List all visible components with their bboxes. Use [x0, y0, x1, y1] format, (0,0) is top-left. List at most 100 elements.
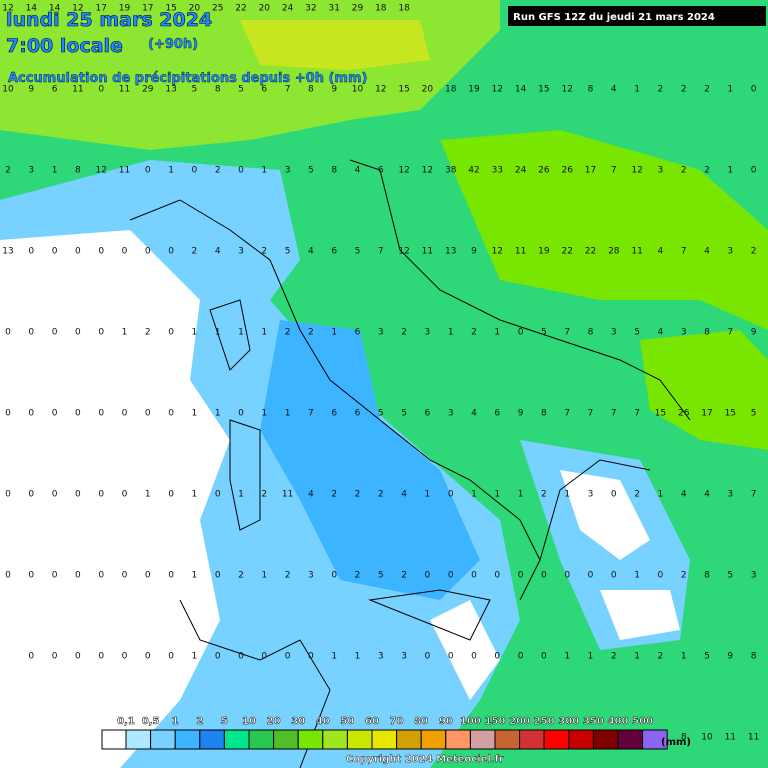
grid-value: 29 [352, 4, 364, 14]
grid-value: 10 [352, 85, 364, 95]
grid-value: 11 [119, 85, 130, 95]
grid-value: 0 [168, 409, 174, 419]
grid-value: 18 [375, 4, 387, 14]
legend-label: 0,5 [142, 716, 160, 727]
grid-value: 4 [215, 247, 221, 257]
grid-value: 12 [95, 166, 106, 176]
grid-value: 14 [49, 4, 61, 14]
grid-value: 0 [98, 247, 104, 257]
grid-value: 5 [378, 571, 384, 581]
legend-label: 70 [390, 716, 404, 727]
legend-swatch [273, 729, 299, 750]
legend-swatch [568, 729, 594, 750]
precip-zone [240, 20, 430, 70]
grid-value: 2 [658, 85, 664, 95]
legend-label: 400 [608, 716, 629, 727]
grid-value: 0 [215, 571, 221, 581]
grid-value: 2 [704, 85, 710, 95]
grid-value: 8 [588, 85, 594, 95]
grid-value: 25 [212, 4, 223, 14]
grid-value: 0 [541, 652, 547, 662]
legend-label: 10 [242, 716, 256, 727]
grid-value: 0 [28, 490, 34, 500]
grid-value: 1 [192, 490, 198, 500]
grid-value: 22 [585, 247, 596, 257]
grid-value: 3 [727, 247, 733, 257]
grid-value: 1 [238, 328, 244, 338]
grid-value: 2 [355, 571, 361, 581]
grid-value: 9 [331, 85, 337, 95]
grid-value: 2 [751, 247, 757, 257]
grid-value: 0 [658, 571, 664, 581]
legend-swatch [420, 729, 447, 750]
grid-value: 0 [5, 328, 11, 338]
grid-value: 11 [748, 733, 759, 743]
grid-value: 12 [492, 247, 503, 257]
grid-value: 1 [52, 166, 58, 176]
grid-value: 8 [331, 166, 337, 176]
grid-value: 0 [192, 166, 198, 176]
grid-value: 6 [355, 328, 361, 338]
grid-value: 13 [445, 247, 456, 257]
grid-value: 0 [448, 490, 454, 500]
grid-value: 4 [308, 490, 314, 500]
grid-value: 17 [701, 409, 712, 419]
grid-value: 0 [98, 571, 104, 581]
grid-value: 20 [259, 4, 271, 14]
grid-value: 1 [261, 409, 267, 419]
grid-value: 28 [608, 247, 620, 257]
grid-value: 12 [2, 4, 13, 14]
time: 7:00 locale [6, 35, 123, 57]
grid-value: 11 [119, 166, 130, 176]
legend: 0,1 0,5 1 2 5 10 20 30 40 50 60 70 80 90 100 150 200 250 3… [101, 716, 668, 750]
grid-value: 0 [122, 652, 128, 662]
legend-swatch [617, 729, 644, 750]
legend-label: 2 [196, 716, 203, 727]
precip-zone [440, 130, 768, 330]
grid-value: 5 [704, 652, 710, 662]
grid-value: 24 [515, 166, 527, 176]
grid-value: 0 [28, 409, 34, 419]
grid-value: 1 [727, 166, 733, 176]
grid-value: 8 [704, 571, 710, 581]
grid-value: 5 [238, 85, 244, 95]
grid-value: 1 [238, 490, 244, 500]
grid-value: 6 [52, 85, 58, 95]
grid-value: 19 [538, 247, 550, 257]
legend-label: 200 [509, 716, 530, 727]
grid-value: 0 [98, 328, 104, 338]
subtitle: Accumulation de précipitations depuis +0… [8, 71, 367, 86]
grid-value: 7 [611, 409, 617, 419]
run-info: Run GFS 12Z du jeudi 21 mars 2024 [513, 12, 715, 23]
grid-value: 0 [261, 652, 267, 662]
grid-value: 4 [401, 490, 407, 500]
legend-swatch [223, 729, 250, 750]
grid-value: 1 [727, 85, 733, 95]
grid-value: 1 [145, 490, 151, 500]
legend-swatch [519, 729, 545, 750]
grid-value: 10 [701, 733, 713, 743]
grid-value: 3 [285, 166, 291, 176]
precip-zone [260, 320, 480, 600]
grid-value: 9 [727, 652, 733, 662]
grid-value: 0 [122, 490, 128, 500]
grid-value: 26 [561, 166, 573, 176]
grid-value: 2 [658, 652, 664, 662]
legend-swatch [642, 729, 668, 750]
grid-value: 7 [378, 247, 384, 257]
grid-value: 5 [634, 328, 640, 338]
grid-value: 2 [681, 166, 687, 176]
grid-value: 0 [494, 652, 500, 662]
grid-value: 2 [681, 571, 687, 581]
grid-value: 0 [75, 247, 81, 257]
legend-swatch [199, 729, 225, 750]
grid-value: 4 [355, 166, 361, 176]
grid-value: 0 [215, 490, 221, 500]
grid-value: 1 [192, 652, 198, 662]
grid-value: 8 [681, 733, 687, 743]
grid-value: 5 [541, 328, 547, 338]
grid-value: 2 [541, 490, 547, 500]
legend-label: 250 [534, 716, 555, 727]
grid-value: 12 [72, 4, 83, 14]
grid-value: 7 [564, 328, 570, 338]
